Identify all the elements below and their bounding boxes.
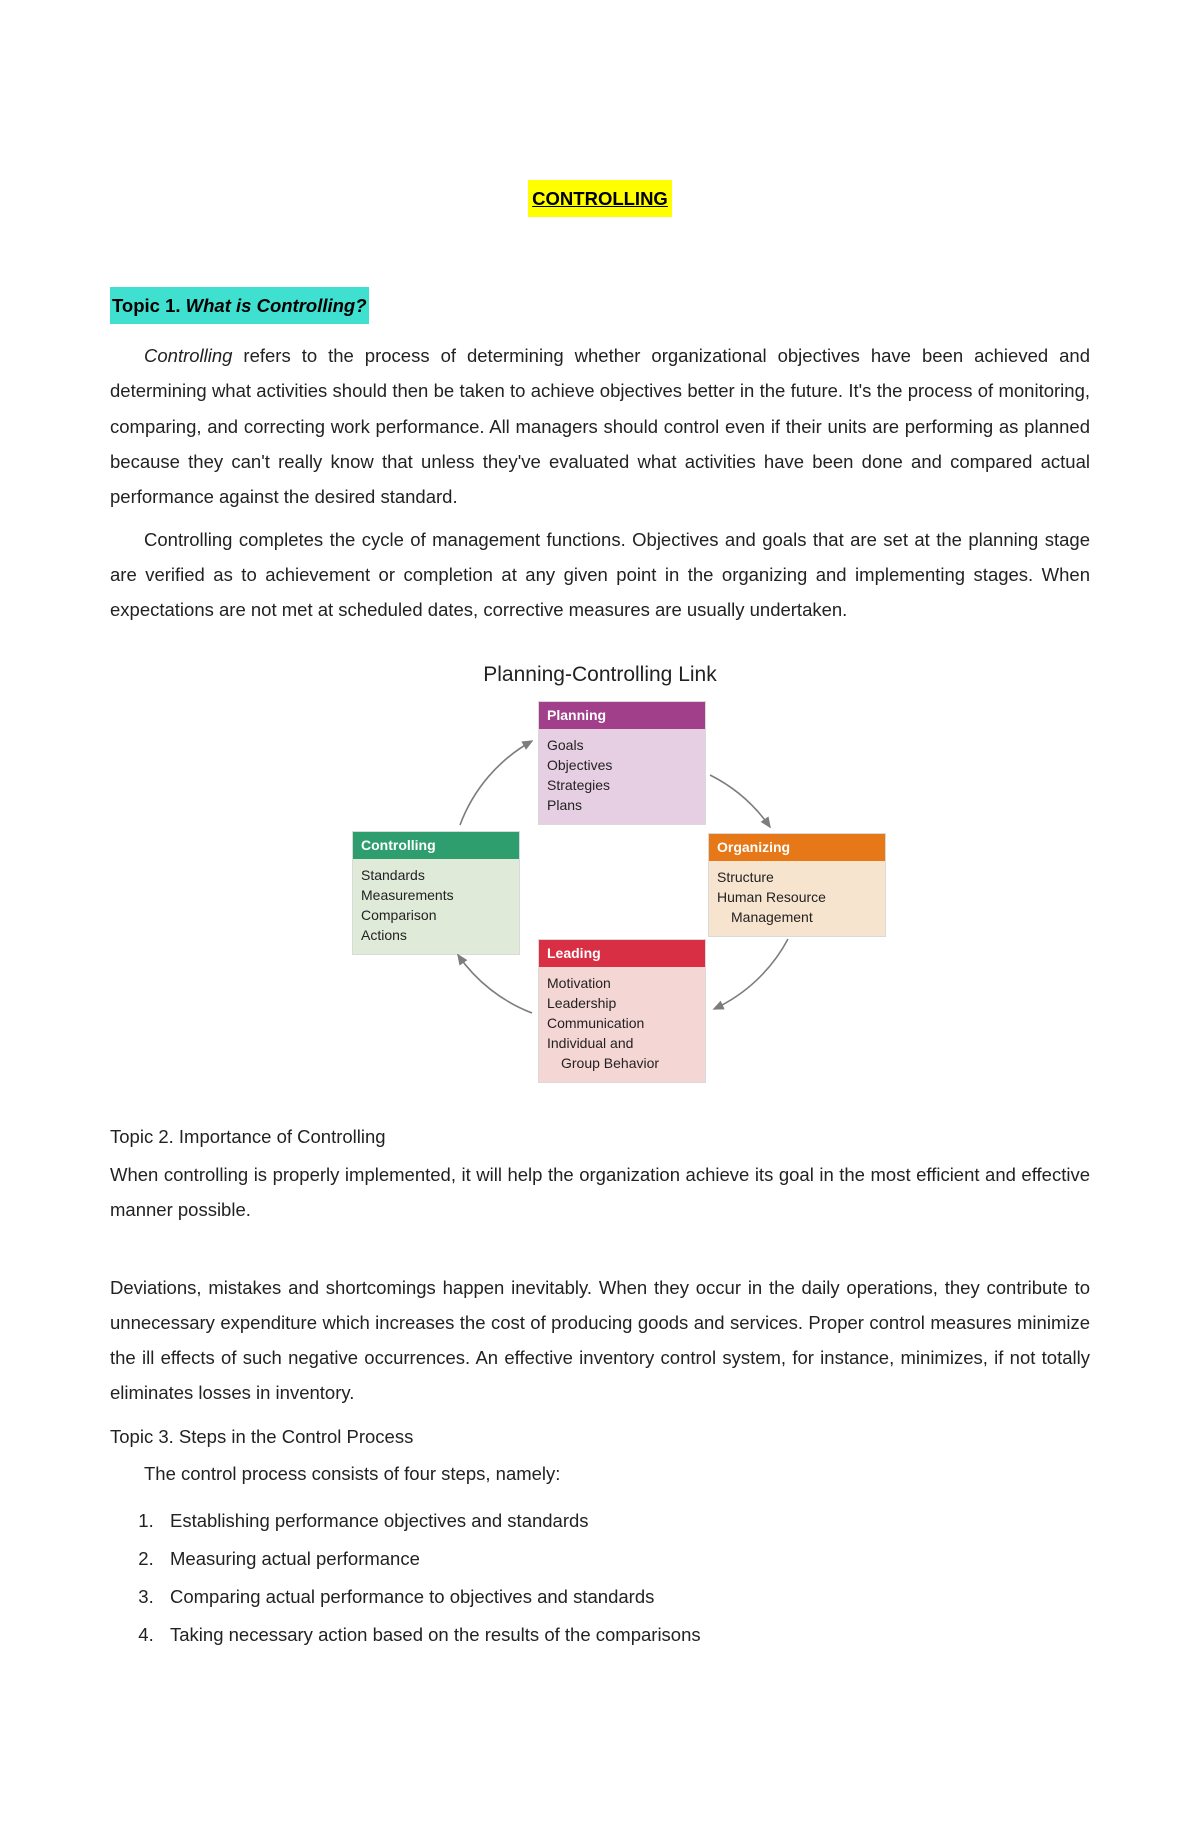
box-controlling-item: Measurements xyxy=(361,886,511,905)
planning-controlling-diagram: Planning-Controlling Link PlanningGoalsO… xyxy=(290,655,910,1085)
step-item: Measuring actual performance xyxy=(164,1541,1090,1576)
topic3-heading: Topic 3. Steps in the Control Process xyxy=(110,1419,1090,1454)
box-organizing: OrganizingStructureHuman ResourceManagem… xyxy=(708,833,886,937)
box-controlling-item: Actions xyxy=(361,926,511,945)
box-organizing-body: StructureHuman ResourceManagement xyxy=(709,861,885,936)
topic1-label-em: What is Controlling? xyxy=(186,295,367,316)
topic3-intro: The control process consists of four ste… xyxy=(110,1456,1090,1491)
box-controlling-header: Controlling xyxy=(353,832,519,859)
step-item: Establishing performance objectives and … xyxy=(164,1503,1090,1538)
box-leading-body: MotivationLeadershipCommunicationIndivid… xyxy=(539,967,705,1081)
box-planning-item: Goals xyxy=(547,736,697,755)
box-planning-item: Plans xyxy=(547,796,697,815)
box-organizing-item: Human Resource xyxy=(717,888,877,907)
box-leading-item: Individual and xyxy=(547,1034,697,1053)
box-organizing-item: Structure xyxy=(717,868,877,887)
box-planning-item: Objectives xyxy=(547,756,697,775)
p1-rest: refers to the process of determining whe… xyxy=(110,345,1090,507)
topic1-heading-row: Topic 1. What is Controlling? xyxy=(110,287,1090,338)
topic1-heading: Topic 1. What is Controlling? xyxy=(110,287,369,324)
topic2-p2: Deviations, mistakes and shortcomings ha… xyxy=(110,1270,1090,1411)
box-leading-item: Motivation xyxy=(547,974,697,993)
box-leading-item: Group Behavior xyxy=(547,1054,697,1073)
box-planning-header: Planning xyxy=(539,702,705,729)
box-leading-header: Leading xyxy=(539,940,705,967)
box-controlling-item: Standards xyxy=(361,866,511,885)
step-item: Comparing actual performance to objectiv… xyxy=(164,1579,1090,1614)
box-planning-body: GoalsObjectivesStrategiesPlans xyxy=(539,729,705,824)
topic1-label: Topic 1. xyxy=(112,295,186,316)
box-organizing-header: Organizing xyxy=(709,834,885,861)
box-leading-item: Communication xyxy=(547,1014,697,1033)
paragraph-1: Controlling refers to the process of det… xyxy=(110,338,1090,514)
title-row: CONTROLLING xyxy=(110,180,1090,217)
box-organizing-item: Management xyxy=(717,908,877,927)
paragraph-2: Controlling completes the cycle of manag… xyxy=(110,522,1090,627)
diagram-title: Planning-Controlling Link xyxy=(290,655,910,695)
steps-list: Establishing performance objectives and … xyxy=(164,1503,1090,1653)
box-leading: LeadingMotivationLeadershipCommunication… xyxy=(538,939,706,1082)
box-planning-item: Strategies xyxy=(547,776,697,795)
box-controlling-item: Comparison xyxy=(361,906,511,925)
p1-lead: Controlling xyxy=(144,345,232,366)
box-leading-item: Leadership xyxy=(547,994,697,1013)
diagram-wrap: Planning-Controlling Link PlanningGoalsO… xyxy=(110,655,1090,1085)
topic2-heading: Topic 2. Importance of Controlling xyxy=(110,1119,1090,1154)
box-controlling: ControllingStandardsMeasurementsComparis… xyxy=(352,831,520,954)
page-title: CONTROLLING xyxy=(528,180,672,217)
step-item: Taking necessary action based on the res… xyxy=(164,1617,1090,1652)
box-planning: PlanningGoalsObjectivesStrategiesPlans xyxy=(538,701,706,824)
topic2-p1: When controlling is properly implemented… xyxy=(110,1157,1090,1227)
box-controlling-body: StandardsMeasurementsComparisonActions xyxy=(353,859,519,954)
